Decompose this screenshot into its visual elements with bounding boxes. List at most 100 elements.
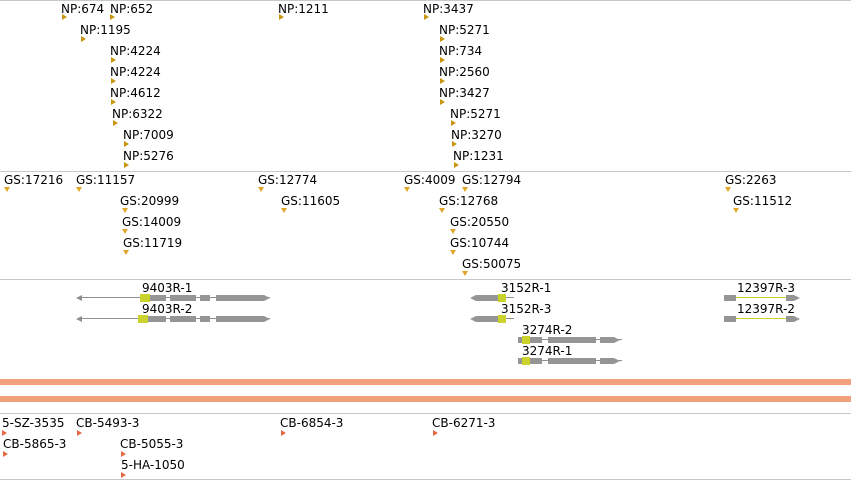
- np-marker-icon[interactable]: [111, 78, 116, 84]
- np-feature-label[interactable]: NP:5276: [123, 149, 174, 163]
- cb-feature-label[interactable]: CB-5055-3: [120, 437, 184, 451]
- gs-marker-icon[interactable]: [122, 208, 128, 213]
- cb-marker-icon[interactable]: [281, 430, 286, 436]
- gs-marker-icon[interactable]: [122, 229, 128, 234]
- gs-marker-icon[interactable]: [123, 250, 129, 255]
- np-marker-icon[interactable]: [81, 36, 86, 42]
- gs-marker-icon[interactable]: [725, 187, 731, 192]
- gs-marker-icon[interactable]: [439, 208, 445, 213]
- np-marker-icon[interactable]: [124, 162, 129, 168]
- gs-feature-label[interactable]: GS:20999: [120, 194, 180, 208]
- gene-label[interactable]: 3274R-1: [522, 344, 573, 358]
- gs-feature-label[interactable]: GS:11512: [733, 194, 793, 208]
- cb-marker-icon[interactable]: [433, 430, 438, 436]
- gene-model[interactable]: [76, 292, 272, 304]
- np-marker-icon[interactable]: [440, 57, 445, 63]
- gene-model[interactable]: [724, 292, 802, 304]
- gs-marker-icon[interactable]: [450, 229, 456, 234]
- np-feature-label[interactable]: NP:5271: [450, 107, 501, 121]
- np-marker-icon[interactable]: [113, 120, 118, 126]
- np-feature-label[interactable]: NP:652: [110, 2, 154, 16]
- gene-label[interactable]: 3274R-2: [522, 323, 573, 337]
- gene-label[interactable]: 9403R-1: [142, 281, 193, 295]
- np-feature-label[interactable]: NP:5271: [439, 23, 490, 37]
- np-marker-icon[interactable]: [440, 78, 445, 84]
- exon-block: [518, 337, 522, 343]
- gs-feature-label[interactable]: GS:4009: [404, 173, 456, 187]
- gs-feature-label[interactable]: GS:12768: [439, 194, 499, 208]
- np-feature-label[interactable]: NP:3437: [423, 2, 474, 16]
- np-marker-icon[interactable]: [424, 14, 429, 20]
- np-marker-icon[interactable]: [279, 14, 284, 20]
- gs-marker-icon[interactable]: [281, 208, 287, 213]
- np-feature-label[interactable]: NP:4612: [110, 86, 161, 100]
- np-feature-label[interactable]: NP:7009: [123, 128, 174, 142]
- gs-marker-icon[interactable]: [404, 187, 410, 192]
- gene-model[interactable]: [470, 313, 514, 325]
- np-feature-label[interactable]: NP:1211: [278, 2, 329, 16]
- gene-label[interactable]: 12397R-2: [737, 302, 795, 316]
- gs-marker-icon[interactable]: [733, 208, 739, 213]
- np-marker-icon[interactable]: [111, 57, 116, 63]
- gene-model[interactable]: [724, 313, 802, 325]
- cb-feature-label[interactable]: 5-SZ-3535: [2, 416, 65, 430]
- cb-marker-icon[interactable]: [77, 430, 82, 436]
- gs-marker-icon[interactable]: [258, 187, 264, 192]
- gs-feature-label[interactable]: GS:2263: [725, 173, 777, 187]
- gene-label[interactable]: 3152R-1: [501, 281, 552, 295]
- np-marker-icon[interactable]: [110, 14, 115, 20]
- cb-feature-label[interactable]: CB-6271-3: [432, 416, 496, 430]
- cb-feature-label[interactable]: 5-HA-1050: [121, 458, 185, 472]
- gene-label[interactable]: 9403R-2: [142, 302, 193, 316]
- gs-feature-label[interactable]: GS:10744: [450, 236, 510, 250]
- np-marker-icon[interactable]: [452, 141, 457, 147]
- gs-feature-label[interactable]: GS:14009: [122, 215, 182, 229]
- np-marker-icon[interactable]: [111, 99, 116, 105]
- gs-marker-icon[interactable]: [4, 187, 10, 192]
- gs-feature-label[interactable]: GS:11157: [76, 173, 136, 187]
- np-feature-label[interactable]: NP:3270: [451, 128, 502, 142]
- gs-feature-label[interactable]: GS:12774: [258, 173, 318, 187]
- np-marker-icon[interactable]: [440, 36, 445, 42]
- gene-model[interactable]: [76, 313, 272, 325]
- np-feature-label[interactable]: NP:1195: [80, 23, 131, 37]
- np-marker-icon[interactable]: [62, 14, 67, 20]
- gs-feature-label[interactable]: GS:20550: [450, 215, 510, 229]
- gene-model[interactable]: [518, 355, 622, 367]
- gs-feature-label[interactable]: GS:12794: [462, 173, 522, 187]
- gs-feature-label[interactable]: GS:11719: [123, 236, 183, 250]
- np-feature-label[interactable]: NP:3427: [439, 86, 490, 100]
- gs-marker-icon[interactable]: [450, 250, 456, 255]
- np-marker-icon[interactable]: [440, 99, 445, 105]
- gs-feature-label[interactable]: GS:17216: [4, 173, 64, 187]
- np-feature-label[interactable]: NP:674: [61, 2, 105, 16]
- gs-feature-label[interactable]: GS:11605: [281, 194, 341, 208]
- cb-feature-label[interactable]: CB-5865-3: [3, 437, 67, 451]
- np-marker-icon[interactable]: [454, 162, 459, 168]
- np-feature-label[interactable]: NP:4224: [110, 44, 161, 58]
- cb-marker-icon[interactable]: [121, 472, 126, 478]
- intron-line: [506, 318, 514, 319]
- gs-marker-icon[interactable]: [76, 187, 82, 192]
- np-feature-label[interactable]: NP:4224: [110, 65, 161, 79]
- cb-feature-label[interactable]: CB-6854-3: [280, 416, 344, 430]
- gene-model[interactable]: [518, 334, 622, 346]
- gene-label[interactable]: 12397R-3: [737, 281, 795, 295]
- np-feature-label[interactable]: NP:1231: [453, 149, 504, 163]
- gs-marker-icon[interactable]: [462, 187, 468, 192]
- gene-model[interactable]: [470, 292, 514, 304]
- np-marker-icon[interactable]: [451, 120, 456, 126]
- strand-arrow-icon: [794, 295, 800, 301]
- cb-marker-icon[interactable]: [3, 451, 8, 457]
- intron-line: [506, 297, 514, 298]
- gene-label[interactable]: 3152R-3: [501, 302, 552, 316]
- cb-marker-icon[interactable]: [121, 451, 126, 457]
- gs-marker-icon[interactable]: [462, 271, 468, 276]
- gs-feature-label[interactable]: GS:50075: [462, 257, 522, 271]
- np-marker-icon[interactable]: [124, 141, 129, 147]
- np-feature-label[interactable]: NP:2560: [439, 65, 490, 79]
- np-feature-label[interactable]: NP:734: [439, 44, 483, 58]
- cb-feature-label[interactable]: CB-5493-3: [76, 416, 140, 430]
- cb-marker-icon[interactable]: [2, 430, 7, 436]
- np-feature-label[interactable]: NP:6322: [112, 107, 163, 121]
